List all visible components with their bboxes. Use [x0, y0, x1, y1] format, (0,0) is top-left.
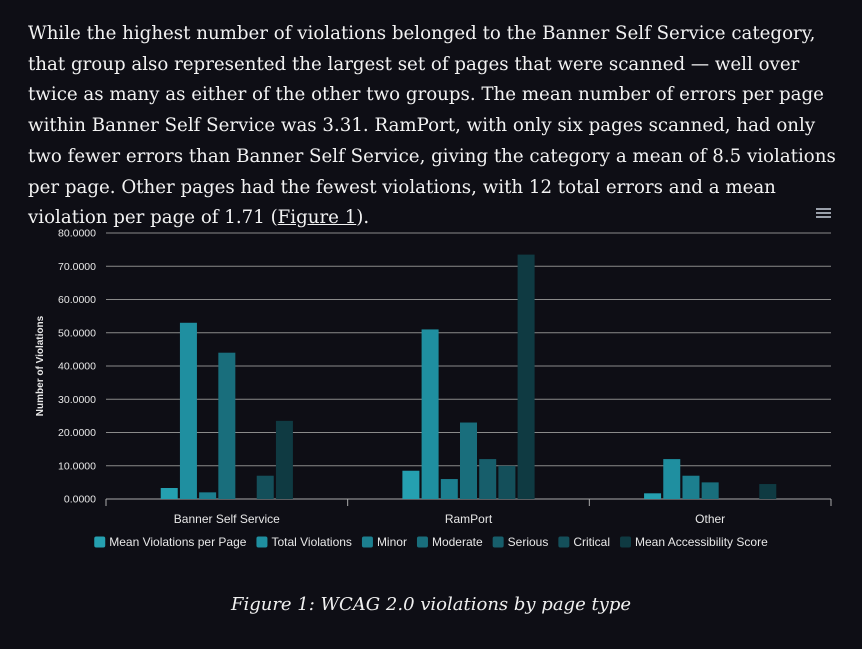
- bar: [682, 475, 700, 499]
- y-axis-label: Number of Violations: [35, 315, 46, 416]
- paragraph-text-after: ).: [356, 207, 370, 229]
- legend-label: Mean Violations per Page: [109, 535, 247, 549]
- bar: [644, 493, 662, 499]
- bar-chart: 0.0000 10.0000 20.0000 30.0000 40.0000 50.000…: [35, 228, 832, 549]
- bar: [701, 482, 719, 499]
- bar: [440, 479, 458, 499]
- bar: [759, 484, 777, 499]
- legend-swatch: [94, 536, 106, 548]
- bar: [160, 487, 178, 499]
- legend-swatch: [492, 536, 504, 548]
- x-category-label: Other: [695, 512, 725, 526]
- legend-swatch: [620, 536, 632, 548]
- legend-label: Critical: [573, 535, 610, 549]
- bar: [421, 329, 439, 499]
- bar: [275, 420, 293, 499]
- y-tick-label: 40.0000: [58, 361, 96, 373]
- y-tick-label: 80.0000: [58, 228, 96, 240]
- bar: [498, 465, 516, 499]
- bar: [460, 422, 477, 499]
- legend-label: Serious: [508, 535, 549, 549]
- figure-caption: Figure 1: WCAG 2.0 violations by page ty…: [230, 594, 632, 615]
- y-tick-label: 30.0000: [58, 394, 96, 406]
- hamburger-menu-icon[interactable]: [816, 208, 831, 220]
- legend-swatch: [558, 536, 570, 548]
- y-tick-label: 10.0000: [58, 460, 96, 472]
- bar: [517, 254, 535, 499]
- y-tick-label: 60.0000: [58, 294, 96, 306]
- legend-label: Moderate: [432, 535, 483, 549]
- paragraph-text-before: While the highest number of violations b…: [28, 23, 836, 229]
- legend-label: Mean Accessibility Score: [635, 535, 768, 549]
- bar: [663, 459, 681, 499]
- bar: [179, 322, 197, 499]
- y-tick-label: 70.0000: [58, 261, 96, 273]
- y-tick-label: 20.0000: [58, 427, 96, 439]
- legend-swatch: [256, 536, 268, 548]
- x-category-label: RamPort: [445, 512, 493, 526]
- bar: [199, 492, 217, 499]
- bar: [402, 470, 420, 499]
- legend-swatch: [416, 536, 428, 548]
- legend-swatch: [361, 536, 373, 548]
- legend-label: Minor: [377, 535, 407, 549]
- bar: [218, 352, 236, 499]
- legend-label: Total Violations: [271, 535, 352, 549]
- figure-1-link[interactable]: Figure 1: [277, 207, 357, 229]
- bar: [479, 459, 497, 499]
- y-tick-label: 0.0000: [64, 494, 96, 506]
- y-tick-label: 50.0000: [58, 327, 96, 339]
- bar: [256, 475, 274, 499]
- x-category-label: Banner Self Service: [174, 512, 280, 526]
- intro-paragraph: While the highest number of violations b…: [28, 19, 843, 234]
